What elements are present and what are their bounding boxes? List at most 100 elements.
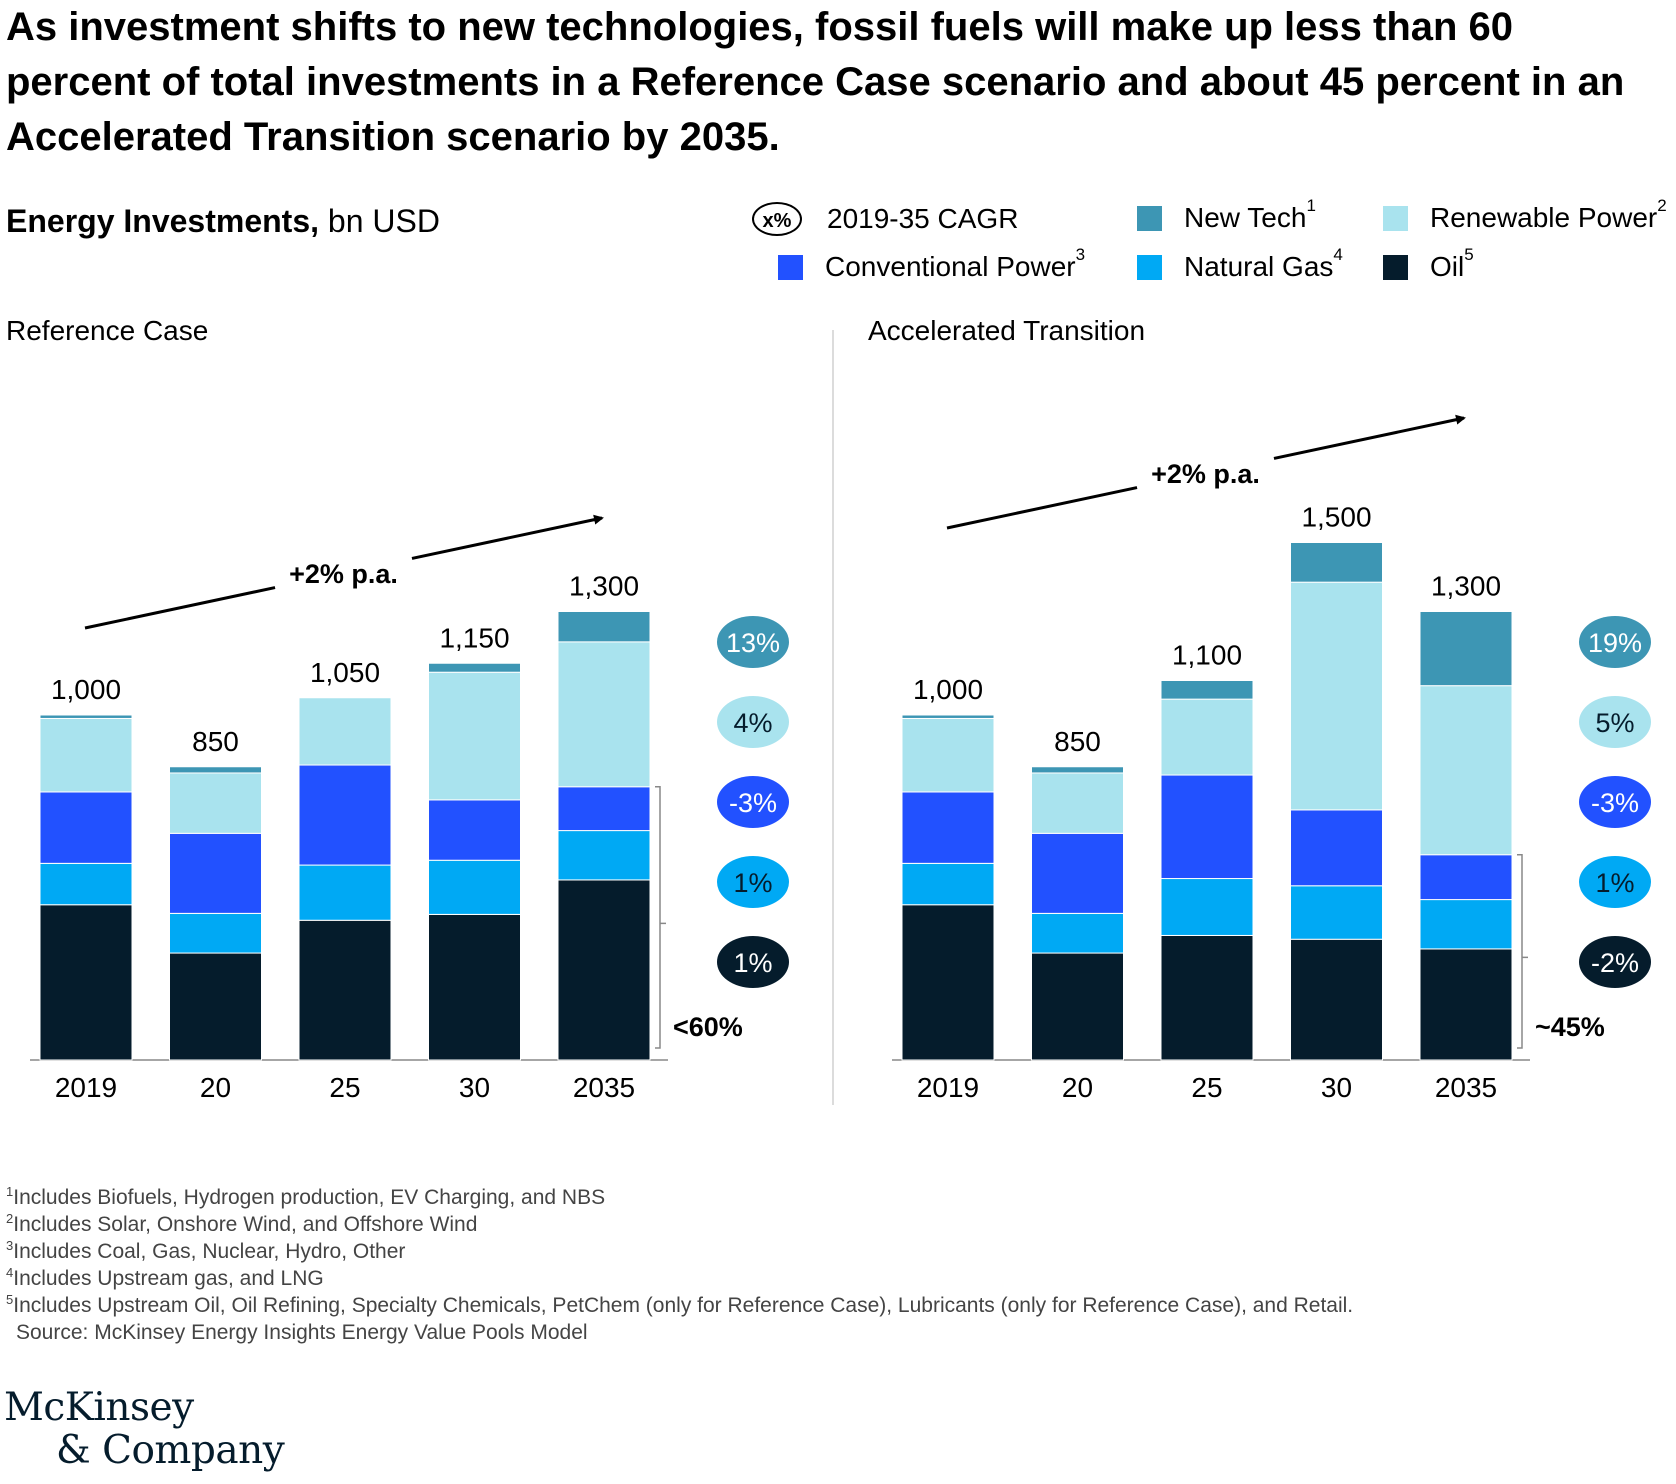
- bar-total-label: 850: [1054, 726, 1101, 757]
- bar-segment-natural-gas: [428, 859, 521, 915]
- fossil-bracket: [655, 786, 661, 1049]
- cagr-bubble-conventional: [1579, 776, 1651, 828]
- bar-segment-conventional: [1031, 832, 1124, 914]
- bar-segment-new-tech: [1160, 680, 1254, 700]
- mckinsey-logo: McKinsey & Company: [4, 1386, 285, 1472]
- bar-segment-conventional: [901, 791, 995, 864]
- cagr-bubble-oil: [1579, 936, 1651, 988]
- bar-segment-oil: [298, 919, 392, 1061]
- bar-segment-new-tech: [1419, 611, 1513, 687]
- footnote: 1Includes Biofuels, Hydrogen production,…: [6, 1184, 1353, 1211]
- bar-segment-natural-gas: [1290, 885, 1383, 940]
- bar-segment-renewable: [169, 772, 262, 834]
- x-tick-label: 2035: [573, 1072, 635, 1103]
- legend-label: Natural Gas: [1184, 251, 1334, 282]
- bar-segment-new-tech: [557, 611, 651, 643]
- bar-segment-natural-gas: [1031, 912, 1124, 954]
- bar-segment-renewable: [1160, 698, 1254, 776]
- bar-segment-conventional: [298, 764, 392, 866]
- bar-segment-new-tech: [901, 714, 995, 719]
- footnote-num: 1: [6, 1184, 14, 1199]
- trend-label: +2% p.a.: [289, 559, 398, 589]
- cagr-label: -3%: [729, 788, 777, 818]
- bar-segment-new-tech: [39, 714, 133, 719]
- cagr-label: 1%: [733, 868, 772, 898]
- bar-segment-natural-gas: [39, 862, 133, 906]
- bar-segment-renewable: [901, 717, 995, 793]
- panel-title: Accelerated Transition: [868, 315, 1145, 346]
- cagr-bubble-conventional: [717, 776, 789, 828]
- cagr-bubble-renewable: [717, 696, 789, 748]
- legend-cagr: x% 2019-35 CAGR: [752, 202, 1018, 236]
- x-tick-label: 30: [1321, 1072, 1352, 1103]
- bar-segment-natural-gas: [557, 830, 651, 881]
- source-note: Source: McKinsey Energy Insights Energy …: [16, 1321, 588, 1344]
- bar-segment-oil: [169, 952, 262, 1061]
- bar-total-label: 1,500: [1301, 502, 1371, 533]
- legend-new-tech: New Tech 1: [1137, 196, 1316, 234]
- x-tick-label: 20: [1062, 1072, 1093, 1103]
- legend-sup: 1: [1306, 196, 1316, 215]
- cagr-label: 1%: [1595, 868, 1634, 898]
- footnote-text: Includes Upstream Oil, Oil Refining, Spe…: [13, 1294, 1354, 1317]
- cagr-bubble-oil: [717, 936, 789, 988]
- trend-line: [946, 486, 1138, 530]
- bar-total-label: 1,150: [439, 622, 509, 653]
- legend-swatch-conventional: [778, 254, 803, 280]
- footnote: 5Includes Upstream Oil, Oil Refining, Sp…: [6, 1292, 1353, 1319]
- x-tick-label: 25: [1191, 1072, 1222, 1103]
- bar-total-label: 1,300: [569, 571, 639, 602]
- footnote-text: Includes Coal, Gas, Nuclear, Hydro, Othe…: [13, 1240, 406, 1263]
- bar-segment-oil: [1419, 948, 1513, 1061]
- footnote: 4Includes Upstream gas, and LNG: [6, 1265, 1353, 1292]
- bar-segment-renewable: [1031, 772, 1124, 834]
- bar-total-label: 1,000: [913, 674, 983, 705]
- bar-segment-oil: [901, 904, 995, 1061]
- bar-segment-natural-gas: [1419, 899, 1513, 950]
- trend-label: +2% p.a.: [1151, 459, 1260, 489]
- legend-renewable: Renewable Power 2: [1383, 196, 1667, 234]
- footnote-num: 2: [6, 1211, 14, 1226]
- bar-segment-renewable: [298, 697, 392, 766]
- bar-segment-natural-gas: [1160, 878, 1254, 936]
- legend-sup: 2: [1657, 196, 1667, 215]
- cagr-bubble-renewable: [1579, 696, 1651, 748]
- subtitle-bold: Energy Investments,: [6, 203, 319, 239]
- bar-segment-oil: [557, 879, 651, 1061]
- trend-arrow-icon: [1273, 414, 1466, 460]
- bar-total-label: 1,300: [1431, 571, 1501, 602]
- trend-arrow-icon: [411, 514, 604, 560]
- cagr-label: 1%: [733, 948, 772, 978]
- bar-segment-conventional: [1160, 774, 1254, 880]
- cagr-label: 19%: [1588, 628, 1642, 658]
- bar-segment-conventional: [39, 791, 133, 864]
- footnotes: 1Includes Biofuels, Hydrogen production,…: [6, 1184, 1353, 1346]
- footnote-num: 3: [6, 1238, 14, 1253]
- bar-segment-oil: [1160, 934, 1254, 1061]
- bar-total-label: 850: [192, 726, 239, 757]
- footnote-text: Includes Upstream gas, and LNG: [13, 1267, 324, 1290]
- cagr-label: 4%: [733, 708, 772, 738]
- bar-segment-new-tech: [1031, 766, 1124, 774]
- cagr-bubble-new-tech: [1579, 616, 1651, 668]
- fossil-bracket: [1517, 853, 1523, 1049]
- legend-label: Renewable Power: [1430, 202, 1658, 233]
- x-tick-label: 30: [459, 1072, 490, 1103]
- legend-swatch-oil: [1383, 254, 1408, 280]
- legend-swatch-new-tech: [1137, 205, 1162, 231]
- bar-segment-conventional: [169, 832, 262, 914]
- fossil-share-label: <60%: [673, 1012, 743, 1042]
- bar-segment-renewable: [39, 717, 133, 793]
- legend-swatch-renewable: [1383, 205, 1408, 231]
- bar-segment-oil: [39, 904, 133, 1061]
- x-tick-label: 2035: [1435, 1072, 1497, 1103]
- bar-segment-oil: [428, 913, 521, 1061]
- cagr-bubble-new-tech: [717, 616, 789, 668]
- cagr-label: 13%: [726, 628, 780, 658]
- legend-conventional: Conventional Power 3: [778, 245, 1085, 283]
- footnote-num: 4: [6, 1265, 14, 1280]
- legend-sup: 5: [1464, 245, 1474, 264]
- charts-area: Reference Case 1,000 2019 850 20 1,050 25 1,150…: [6, 315, 1651, 1105]
- x-tick-label: 20: [200, 1072, 231, 1103]
- bar-total-label: 1,100: [1172, 640, 1242, 671]
